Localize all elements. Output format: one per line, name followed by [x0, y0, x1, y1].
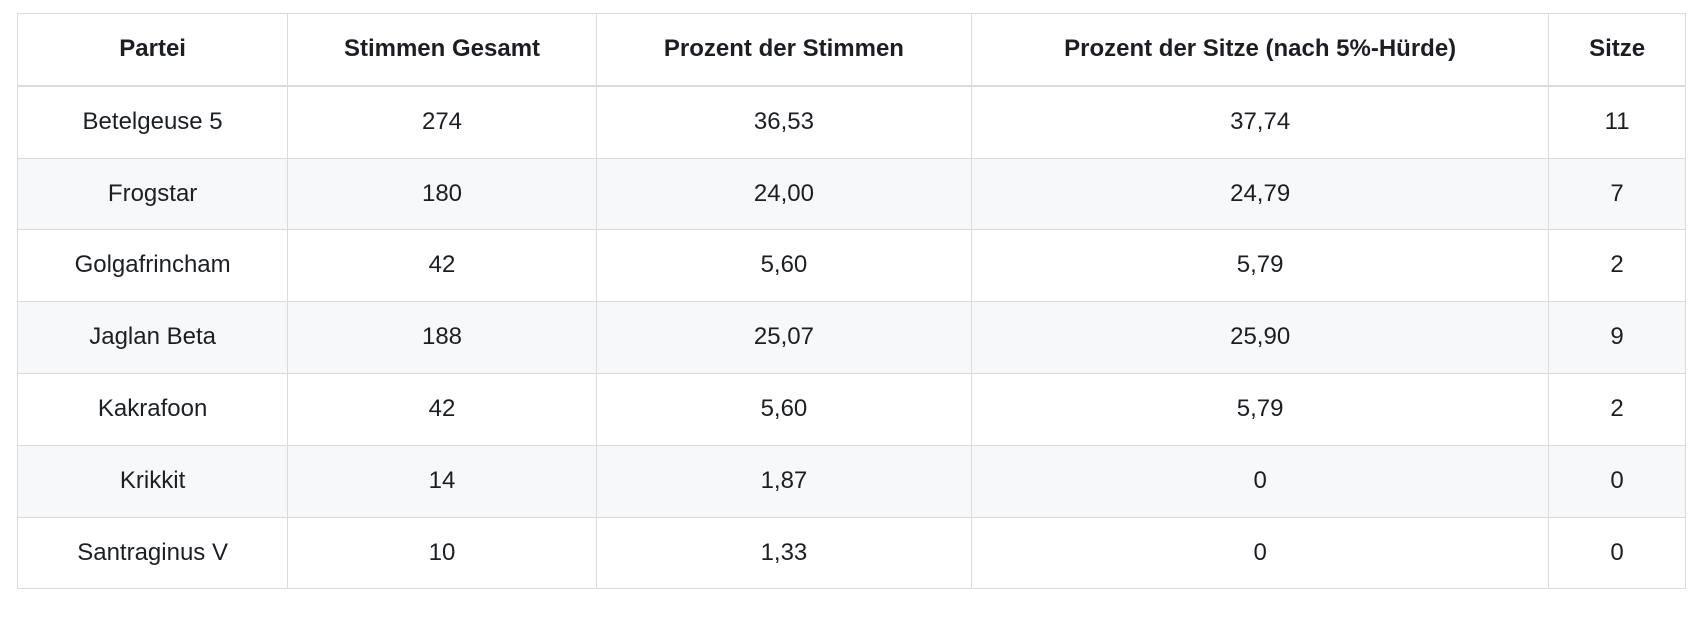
table-header: Partei Stimmen Gesamt Prozent der Stimme…	[16, 12, 1686, 87]
cell-prozent-der-sitze: 0	[971, 444, 1550, 518]
column-header-prozent-der-sitze: Prozent der Sitze (nach 5%-Hürde)	[971, 12, 1550, 87]
column-header-sitze: Sitze	[1548, 12, 1686, 87]
cell-partei: Golgafrincham	[16, 229, 289, 303]
cell-partei: Frogstar	[16, 157, 289, 231]
cell-stimmen-gesamt: 42	[287, 229, 597, 303]
cell-partei: Jaglan Beta	[16, 301, 289, 374]
column-header-prozent-der-stimmen: Prozent der Stimmen	[595, 12, 973, 87]
table-row: Santraginus V 10 1,33 0 0	[16, 516, 1686, 590]
cell-stimmen-gesamt: 42	[287, 372, 597, 446]
cell-sitze: 11	[1548, 85, 1686, 159]
cell-stimmen-gesamt: 180	[287, 157, 597, 231]
cell-stimmen-gesamt: 188	[287, 301, 597, 374]
table-row: Golgafrincham 42 5,60 5,79 2	[16, 229, 1686, 303]
cell-sitze: 0	[1548, 444, 1686, 518]
table-row: Frogstar 180 24,00 24,79 7	[16, 157, 1686, 231]
cell-prozent-der-stimmen: 1,87	[595, 444, 973, 518]
cell-prozent-der-stimmen: 5,60	[595, 372, 973, 446]
cell-prozent-der-sitze: 24,79	[971, 157, 1550, 231]
cell-partei: Kakrafoon	[16, 372, 289, 446]
cell-prozent-der-stimmen: 24,00	[595, 157, 973, 231]
table-row: Krikkit 14 1,87 0 0	[16, 444, 1686, 518]
cell-sitze: 7	[1548, 157, 1686, 231]
table-row: Betelgeuse 5 274 36,53 37,74 11	[16, 85, 1686, 159]
cell-sitze: 0	[1548, 516, 1686, 590]
cell-sitze: 9	[1548, 301, 1686, 374]
cell-prozent-der-sitze: 5,79	[971, 372, 1550, 446]
cell-partei: Santraginus V	[16, 516, 289, 590]
cell-prozent-der-stimmen: 1,33	[595, 516, 973, 590]
cell-partei: Krikkit	[16, 444, 289, 518]
header-row: Partei Stimmen Gesamt Prozent der Stimme…	[16, 12, 1686, 87]
cell-prozent-der-stimmen: 25,07	[595, 301, 973, 374]
column-header-partei: Partei	[16, 12, 289, 87]
cell-stimmen-gesamt: 10	[287, 516, 597, 590]
cell-prozent-der-stimmen: 36,53	[595, 85, 973, 159]
cell-stimmen-gesamt: 14	[287, 444, 597, 518]
cell-stimmen-gesamt: 274	[287, 85, 597, 159]
cell-partei: Betelgeuse 5	[16, 85, 289, 159]
cell-prozent-der-sitze: 5,79	[971, 229, 1550, 303]
cell-prozent-der-sitze: 37,74	[971, 85, 1550, 159]
table-body: Betelgeuse 5 274 36,53 37,74 11 Frogstar…	[16, 85, 1686, 590]
table-row: Kakrafoon 42 5,60 5,79 2	[16, 372, 1686, 446]
election-results-table: Partei Stimmen Gesamt Prozent der Stimme…	[16, 12, 1686, 590]
cell-sitze: 2	[1548, 372, 1686, 446]
table-row: Jaglan Beta 188 25,07 25,90 9	[16, 301, 1686, 374]
cell-prozent-der-sitze: 25,90	[971, 301, 1550, 374]
cell-prozent-der-sitze: 0	[971, 516, 1550, 590]
cell-prozent-der-stimmen: 5,60	[595, 229, 973, 303]
cell-sitze: 2	[1548, 229, 1686, 303]
column-header-stimmen-gesamt: Stimmen Gesamt	[287, 12, 597, 87]
